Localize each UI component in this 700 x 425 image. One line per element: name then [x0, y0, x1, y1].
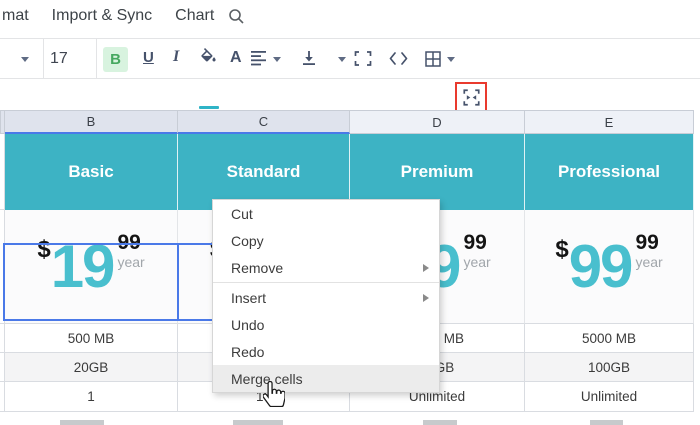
- align-caret-icon[interactable]: [273, 57, 281, 62]
- menu-item-label: Copy: [231, 232, 264, 249]
- cell-price-basic[interactable]: $ 19 99 year: [5, 210, 178, 324]
- hand-cursor-icon: [262, 380, 286, 412]
- borders-caret-icon[interactable]: [447, 57, 455, 62]
- toolbar-divider: [96, 39, 97, 78]
- cell-bandwidth-professional[interactable]: 100GB: [525, 353, 694, 382]
- clipped-text-mark: [423, 420, 457, 425]
- menu-item-label: Cut: [231, 205, 253, 222]
- price-amount: 19: [50, 232, 116, 300]
- underline-button[interactable]: U: [143, 49, 154, 66]
- toolbar: 17 B U I A: [0, 38, 700, 113]
- menu-item-undo[interactable]: Undo: [213, 311, 439, 338]
- cell-plan-premium[interactable]: Premium: [350, 134, 525, 210]
- price-cents: 99: [635, 231, 659, 254]
- cell-a: [0, 382, 5, 412]
- cell-plan-basic[interactable]: Basic: [5, 134, 178, 210]
- code-icon[interactable]: [389, 52, 408, 70]
- cell-sites-professional[interactable]: Unlimited: [525, 382, 694, 412]
- column-header-a-sliver[interactable]: [0, 110, 5, 134]
- menu-item-remove[interactable]: Remove: [213, 254, 439, 281]
- borders-icon[interactable]: [425, 51, 441, 72]
- menu-chart[interactable]: Chart: [175, 7, 215, 24]
- price-cents: 99: [117, 231, 141, 254]
- clipped-text-mark: [590, 420, 623, 425]
- selection-brackets-icon[interactable]: [354, 51, 372, 71]
- cell-bandwidth-basic[interactable]: 20GB: [5, 353, 178, 382]
- merge-cells-highlight-box: [455, 82, 487, 113]
- font-size-input[interactable]: 17: [50, 50, 68, 67]
- clipped-text-mark: [60, 420, 104, 425]
- toolbar-divider: [43, 39, 44, 78]
- fill-color-icon[interactable]: [199, 48, 218, 72]
- merge-cells-icon[interactable]: [462, 89, 480, 106]
- column-header-row: B C D E: [0, 110, 694, 134]
- price-dollar: $: [37, 236, 51, 263]
- column-header-e[interactable]: E: [525, 110, 694, 134]
- cell-plan-professional[interactable]: Professional: [525, 134, 694, 210]
- menu-item-label: Undo: [231, 316, 265, 333]
- menu-import-sync[interactable]: Import & Sync: [51, 7, 153, 24]
- italic-button[interactable]: I: [173, 48, 180, 65]
- menu-format-truncated[interactable]: mat: [2, 7, 29, 24]
- clipped-text-mark: [233, 420, 283, 425]
- menubar: mat Import & Sync Chart: [0, 0, 700, 32]
- cell-price-professional[interactable]: $ 99 99 year: [525, 210, 694, 324]
- submenu-arrow-icon: [423, 293, 429, 302]
- menu-divider: [213, 282, 439, 283]
- context-menu: Cut Copy Remove Insert Undo Redo Merge c…: [212, 199, 440, 393]
- menu-item-label: Remove: [231, 259, 284, 276]
- price-cents: 99: [463, 231, 487, 254]
- menu-item-cut[interactable]: Cut: [213, 200, 439, 227]
- menu-item-copy[interactable]: Copy: [213, 227, 439, 254]
- cell-storage-basic[interactable]: 500 MB: [5, 324, 178, 353]
- menu-item-redo[interactable]: Redo: [213, 338, 439, 365]
- partial-next-row: [0, 412, 694, 425]
- price-period: year: [117, 254, 145, 270]
- menu-item-merge-cells[interactable]: Merge cells: [213, 365, 439, 392]
- price-amount: 99: [568, 232, 634, 300]
- style-dropdown-caret-icon[interactable]: [21, 57, 29, 62]
- bold-button[interactable]: B: [103, 47, 128, 72]
- price-dollar: $: [555, 236, 569, 263]
- price-period: year: [463, 254, 491, 270]
- align-left-icon[interactable]: [251, 51, 268, 71]
- plan-name-row: Basic Standard Premium Professional: [0, 134, 694, 210]
- menu-item-label: Insert: [231, 289, 267, 306]
- search-icon[interactable]: [228, 8, 245, 25]
- menu-item-label: Redo: [231, 343, 265, 360]
- menu-item-label: Merge cells: [231, 370, 303, 387]
- cell-a: [0, 324, 5, 353]
- cell-storage-professional[interactable]: 5000 MB: [525, 324, 694, 353]
- fill-color-swatch: [199, 106, 219, 109]
- price-period: year: [635, 254, 663, 270]
- cell-plan-standard[interactable]: Standard: [178, 134, 350, 210]
- menu-item-insert[interactable]: Insert: [213, 284, 439, 311]
- column-header-d[interactable]: D: [350, 110, 525, 134]
- vertical-align-icon[interactable]: [301, 50, 317, 72]
- cell-sites-basic[interactable]: 1: [5, 382, 178, 412]
- column-header-b[interactable]: B: [5, 110, 178, 134]
- cell-a: [0, 353, 5, 382]
- vertical-align-caret-icon[interactable]: [338, 57, 346, 62]
- submenu-arrow-icon: [423, 263, 429, 272]
- cell-a: [0, 134, 5, 210]
- column-header-c[interactable]: C: [178, 110, 350, 134]
- text-color-button[interactable]: A: [230, 49, 242, 66]
